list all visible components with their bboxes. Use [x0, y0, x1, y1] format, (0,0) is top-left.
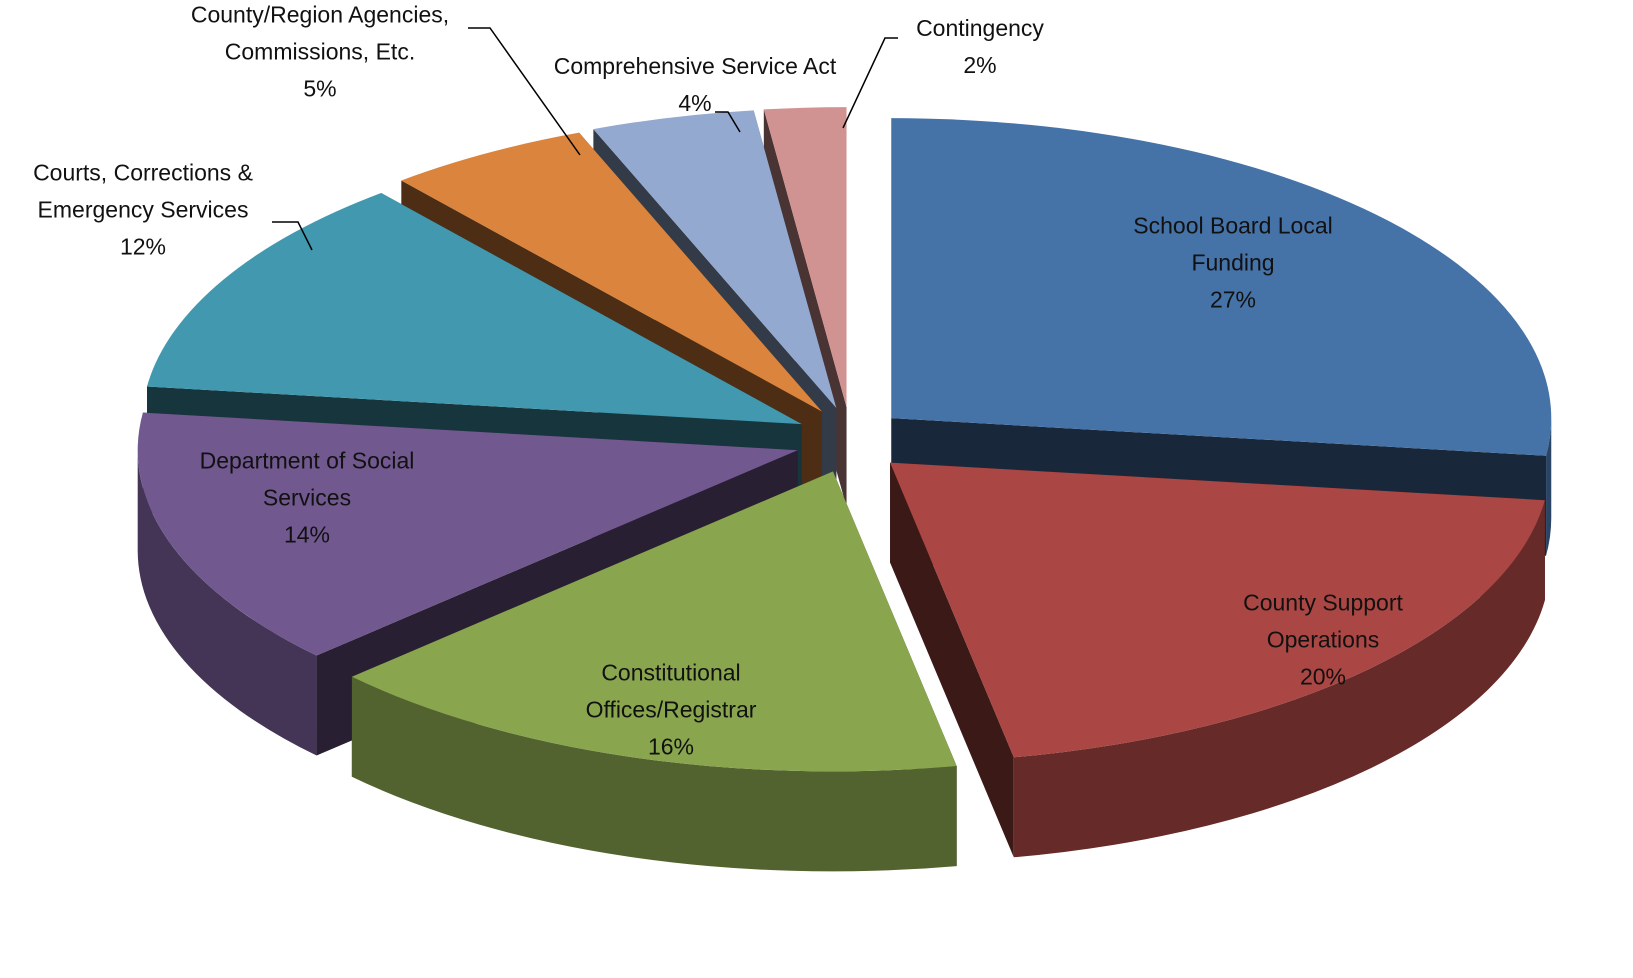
- slice-label: Comprehensive Service Act 4%: [525, 48, 865, 122]
- category-label: Comprehensive Service Act: [553, 53, 837, 79]
- value-label: 4%: [678, 90, 712, 116]
- category-label: Contingency: [916, 15, 1044, 41]
- slice-group: [890, 462, 1545, 858]
- category-label: Constitutional Offices/Registrar: [585, 659, 757, 723]
- slice-label: Courts, Corrections & Emergency Services…: [0, 155, 293, 266]
- slices: [137, 107, 1552, 872]
- leader-line: [715, 111, 741, 133]
- slice-label: Constitutional Offices/Registrar 16%: [541, 655, 801, 766]
- value-label: 12%: [119, 233, 167, 260]
- slice-outer-wall: [1546, 418, 1552, 556]
- category-label: Department of Social Services: [199, 447, 415, 511]
- value-label: 5%: [303, 75, 337, 102]
- category-label: County Support Operations: [1243, 589, 1403, 653]
- value-label: 20%: [1299, 663, 1347, 690]
- slice: [137, 412, 798, 656]
- slice: [890, 462, 1545, 758]
- value-label: 14%: [283, 521, 331, 548]
- slice: [147, 192, 802, 425]
- slice-outer-wall: [1013, 500, 1545, 858]
- slice-label: Department of Social Services 14%: [157, 443, 457, 554]
- category-label: County/Region Agencies, Commissions, Etc…: [190, 1, 450, 65]
- leader-line: [272, 221, 313, 251]
- value-label: 2%: [963, 52, 997, 78]
- leader-lines: [272, 27, 898, 251]
- slice: [891, 118, 1552, 456]
- slice-label: County Support Operations 20%: [1203, 585, 1443, 696]
- slice-radial-wall: [890, 462, 1014, 858]
- slice: [763, 107, 847, 408]
- value-label: 27%: [1209, 286, 1257, 313]
- leader-line: [842, 37, 898, 129]
- slice-label: School Board Local Funding 27%: [1103, 208, 1363, 319]
- slice-group: [351, 471, 957, 872]
- slice-label: County/Region Agencies, Commissions, Etc…: [160, 0, 480, 108]
- leader-line: [468, 27, 581, 156]
- category-label: Courts, Corrections & Emergency Services: [33, 159, 253, 223]
- value-label: 16%: [647, 733, 695, 760]
- slice-outer-wall: [137, 450, 317, 756]
- slice: [593, 110, 837, 409]
- slice-label: Contingency 2%: [880, 10, 1080, 84]
- slice-outer-wall: [351, 676, 957, 872]
- slice: [351, 471, 957, 772]
- slice: [401, 132, 823, 412]
- category-label: School Board Local Funding: [1133, 212, 1333, 276]
